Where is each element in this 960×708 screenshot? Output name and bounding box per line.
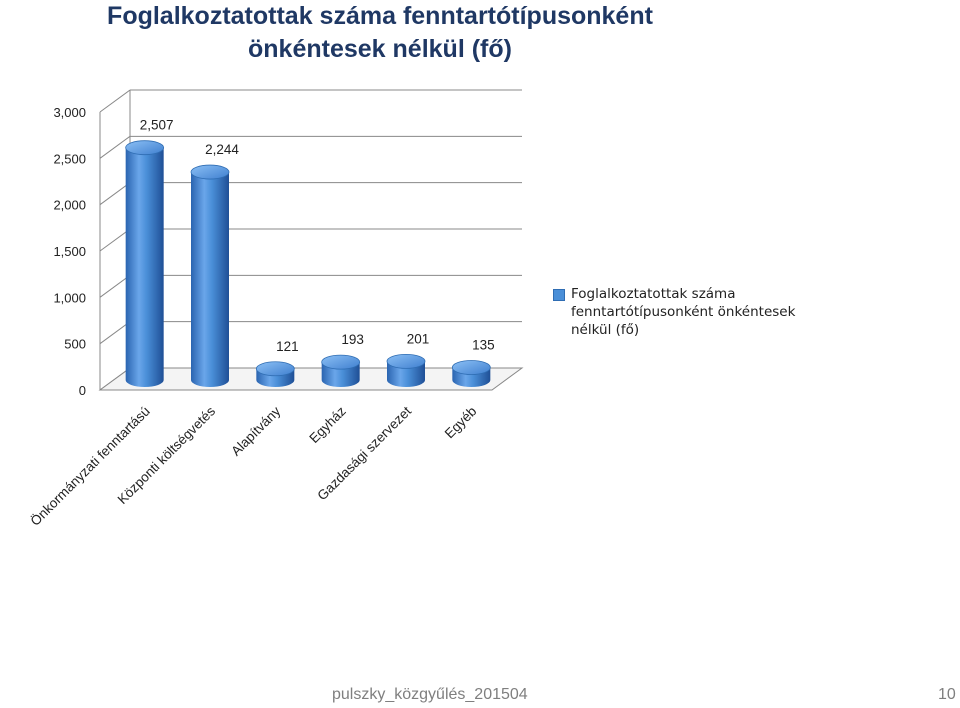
y-tick-label: 0 bbox=[79, 383, 86, 398]
y-tick-label: 1,000 bbox=[53, 290, 86, 305]
y-tick-label: 500 bbox=[64, 337, 86, 352]
bar bbox=[321, 354, 361, 388]
bar-body bbox=[191, 172, 229, 387]
bar bbox=[255, 361, 295, 388]
y-tick-label: 2,500 bbox=[53, 151, 86, 166]
category-label: Egyéb bbox=[442, 404, 480, 442]
bars bbox=[125, 140, 491, 388]
grid-diagonal bbox=[99, 135, 131, 159]
bar-top bbox=[451, 360, 491, 375]
bar-top bbox=[125, 140, 165, 156]
data-label: 193 bbox=[341, 332, 364, 347]
grid-diagonal bbox=[99, 274, 131, 298]
chart-title: Foglalkoztatottak száma fenntartótípuson… bbox=[0, 0, 760, 66]
data-label: 201 bbox=[407, 331, 430, 346]
data-label: 135 bbox=[472, 337, 495, 352]
y-tick-label: 3,000 bbox=[53, 105, 86, 120]
grid-diagonal bbox=[99, 228, 131, 252]
category-label: Alapítvány bbox=[228, 403, 283, 458]
y-tick-label: 2,000 bbox=[53, 198, 86, 213]
bar bbox=[190, 164, 230, 387]
chart-title-line-1: Foglalkoztatottak száma fenntartótípuson… bbox=[107, 2, 653, 30]
data-label: 2,244 bbox=[205, 142, 239, 157]
y-tick-label: 1,500 bbox=[53, 244, 86, 259]
bar bbox=[125, 140, 165, 387]
grid-diagonal bbox=[99, 89, 131, 113]
data-label: 2,507 bbox=[140, 118, 174, 133]
y-axis-ticks: 0 500 1,000 1,500 2,000 2,500 3,000 bbox=[53, 105, 86, 398]
footer-text: pulszky_közgyűlés_201504 bbox=[332, 686, 528, 703]
bar-top bbox=[190, 164, 230, 180]
bar-top bbox=[255, 361, 295, 377]
page-number: 10 bbox=[938, 686, 956, 703]
grid-diagonal bbox=[99, 321, 131, 345]
bar-top bbox=[321, 354, 361, 370]
grid-diagonal bbox=[99, 182, 131, 206]
legend-swatch bbox=[553, 289, 565, 301]
legend: Foglalkoztatottak száma fenntartótípuson… bbox=[553, 285, 823, 339]
bar bbox=[451, 360, 491, 388]
bar-top bbox=[386, 353, 426, 369]
data-labels: 2,507 2,244 121 193 201 135 bbox=[140, 118, 495, 354]
category-label: Önkormányzati fenntartású bbox=[28, 404, 153, 529]
bar-body bbox=[125, 147, 164, 387]
data-label: 121 bbox=[276, 339, 299, 354]
legend-label: Foglalkoztatottak száma fenntartótípuson… bbox=[571, 286, 796, 338]
bar bbox=[386, 353, 426, 387]
chart-title-line-2: önkéntesek nélkül (fő) bbox=[248, 35, 512, 63]
category-label: Egyház bbox=[306, 403, 349, 446]
